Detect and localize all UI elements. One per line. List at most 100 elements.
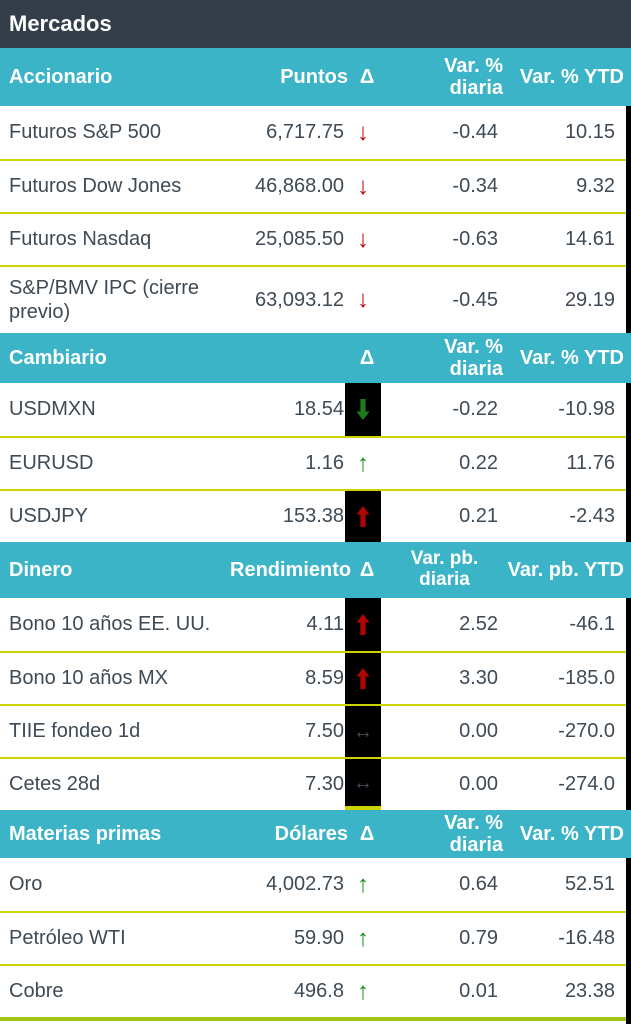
column-header-daily: Var. % diaria xyxy=(444,336,503,380)
ytd-change-cell: 52.51 xyxy=(564,873,615,895)
arrow-up-icon xyxy=(345,598,381,651)
section-rows-accionario: Futuros S&P 500 6,717.75 ↓ -0.44 10.15 Futuro… xyxy=(0,106,631,333)
column-header-value: Puntos xyxy=(280,65,348,88)
column-header-ytd: Var. % YTD xyxy=(519,347,624,369)
table-row-futuros-dow-jones: Futuros Dow Jones 46,868.00 ↓ -0.34 9.32 xyxy=(0,159,626,212)
daily-change-cell: -0.34 xyxy=(452,175,498,197)
ytd-change-cell: 23.38 xyxy=(564,980,615,1002)
ytd-change-cell: 10.15 xyxy=(564,121,615,143)
daily-change-cell: -0.45 xyxy=(452,288,498,311)
delta-cell: ↑ xyxy=(344,966,382,1017)
column-header-value: Rendimiento xyxy=(230,558,352,581)
delta-cell xyxy=(344,383,382,436)
column-header-daily: Var. % diaria xyxy=(444,812,503,856)
daily-change-cell: 2.52 xyxy=(459,613,498,635)
instrument-name: Futuros S&P 500 xyxy=(9,121,161,144)
table-row-futuros-nasdaq: Futuros Nasdaq 25,085.50 ↓ -0.63 14.61 xyxy=(0,212,626,265)
delta-cell: ↔ xyxy=(344,759,382,810)
ytd-change-cell: -46.1 xyxy=(569,613,615,635)
section-title: Cambiario xyxy=(9,346,107,369)
table-row-cetes-28d: Cetes 28d 7.30 ↔ 0.00 -274.0 xyxy=(0,757,626,810)
delta-cell: ↓ xyxy=(344,161,382,212)
instrument-name: Bono 10 años EE. UU. xyxy=(9,613,211,636)
value-cell: 153.38 xyxy=(282,505,344,527)
value-cell: 18.54 xyxy=(293,398,344,420)
daily-change-cell: 3.30 xyxy=(459,667,498,689)
section-rows-dinero: Bono 10 años EE. UU. 4.11 2.52 -46.1 Bono 10… xyxy=(0,598,631,810)
daily-change-cell: -0.44 xyxy=(452,121,498,143)
value-cell: 7.30 xyxy=(305,773,344,795)
daily-change-cell: -0.22 xyxy=(452,398,498,420)
table-title-bar: Mercados xyxy=(0,0,631,48)
daily-change-cell: 0.79 xyxy=(459,927,498,949)
table-row-usdmxn: USDMXN 18.54 -0.22 -10.98 xyxy=(0,383,626,436)
instrument-name: Bono 10 años MX xyxy=(9,667,168,690)
daily-change-cell: 0.21 xyxy=(459,505,498,527)
value-cell: 6,717.75 xyxy=(266,121,344,143)
ytd-change-cell: -274.0 xyxy=(558,773,615,795)
section-header-dinero: Dinero Rendimiento Δ Var. pb. diaria Var. pb… xyxy=(0,542,631,598)
instrument-name: EURUSD xyxy=(9,452,94,475)
instrument-name: Futuros Dow Jones xyxy=(9,175,182,198)
instrument-name: TIIE fondeo 1d xyxy=(9,720,141,743)
ytd-change-cell: 9.32 xyxy=(576,175,615,197)
table-row-futuros-s-p-500: Futuros S&P 500 6,717.75 ↓ -0.44 10.15 xyxy=(0,106,626,159)
value-cell: 63,093.12 xyxy=(255,288,344,311)
section-header-cambiario: Cambiario Δ Var. % diaria Var. % YTD xyxy=(0,333,631,383)
delta-cell: ↓ xyxy=(344,106,382,159)
table-row-eurusd: EURUSD 1.16 ↑ 0.22 11.76 xyxy=(0,436,626,489)
delta-cell: ↓ xyxy=(344,267,382,333)
section-title: Dinero xyxy=(9,558,73,581)
bottom-accent-line xyxy=(0,1017,631,1021)
ytd-change-cell: -185.0 xyxy=(558,667,615,689)
delta-cell: ↑ xyxy=(344,913,382,964)
instrument-name: USDJPY xyxy=(9,505,88,528)
instrument-name: Futuros Nasdaq xyxy=(9,228,152,251)
value-cell: 1.16 xyxy=(305,452,344,474)
daily-change-cell: 0.22 xyxy=(459,452,498,474)
ytd-change-cell: -2.43 xyxy=(569,505,615,527)
instrument-name: USDMXN xyxy=(9,398,96,421)
table-row-bono-10-an-os-ee-uu: Bono 10 años EE. UU. 4.11 2.52 -46.1 xyxy=(0,598,626,651)
instrument-name: Petróleo WTI xyxy=(9,927,126,950)
column-header-delta: Δ xyxy=(359,346,375,369)
delta-cell: ↑ xyxy=(344,858,382,911)
arrow-down-icon xyxy=(345,383,381,436)
ytd-change-cell: -270.0 xyxy=(558,720,615,742)
column-header-daily: Var. % diaria xyxy=(444,55,503,99)
value-cell: 7.50 xyxy=(305,720,344,742)
daily-change-cell: 0.64 xyxy=(459,873,498,895)
table-row-petro-leo-wti: Petróleo WTI 59.90 ↑ 0.79 -16.48 xyxy=(0,911,626,964)
column-header-daily: Var. pb. diaria xyxy=(410,548,479,590)
arrow-up-icon: ↑ xyxy=(357,924,369,952)
table-row-cobre: Cobre 496.8 ↑ 0.01 23.38 xyxy=(0,964,626,1017)
instrument-name: Cobre xyxy=(9,980,64,1003)
value-cell: 4.11 xyxy=(306,613,344,635)
arrow-down-icon: ↓ xyxy=(357,118,369,146)
table-row-usdjpy: USDJPY 153.38 0.21 -2.43 xyxy=(0,489,626,542)
instrument-name: Oro xyxy=(9,873,43,896)
column-header-delta: Δ xyxy=(359,65,375,88)
value-cell: 4,002.73 xyxy=(266,873,344,895)
section-title: Accionario xyxy=(9,65,113,88)
delta-cell xyxy=(344,598,382,651)
arrow-up-icon: ↑ xyxy=(357,449,369,477)
section-title: Materias primas xyxy=(9,822,162,845)
arrow-down-icon: ↓ xyxy=(357,286,369,313)
daily-change-cell: 0.00 xyxy=(459,720,498,742)
table-title: Mercados xyxy=(9,11,112,36)
arrow-flat-icon: ↔ xyxy=(345,706,381,757)
arrow-up-icon xyxy=(345,491,381,542)
value-cell: 496.8 xyxy=(293,980,344,1002)
arrow-down-icon: ↓ xyxy=(357,172,369,200)
value-cell: 59.90 xyxy=(293,927,344,949)
section-rows-materias-primas: Oro 4,002.73 ↑ 0.64 52.51 Petróleo WTI 59.90 ↑ 0… xyxy=(0,858,631,1017)
arrow-flat-icon: ↔ xyxy=(345,759,381,810)
value-cell: 8.59 xyxy=(305,667,344,689)
column-header-delta: Δ xyxy=(359,822,375,845)
section-rows-cambiario: USDMXN 18.54 -0.22 -10.98 EURUSD 1.16 ↑ 0.22 11.… xyxy=(0,383,631,542)
delta-cell xyxy=(344,653,382,704)
value-cell: 46,868.00 xyxy=(255,175,344,197)
section-header-materias-primas: Materias primas Dólares Δ Var. % diaria Var.… xyxy=(0,810,631,858)
